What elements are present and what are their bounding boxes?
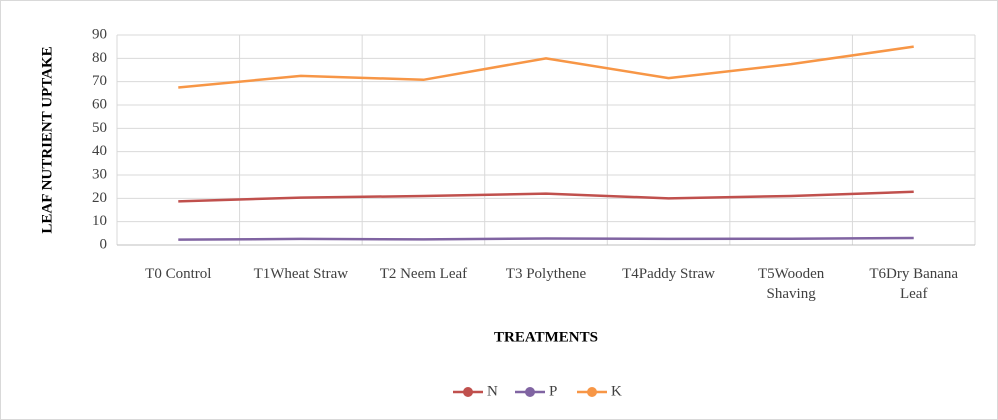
x-tick-line: T1Wheat Straw xyxy=(254,266,349,282)
x-tick-line: T2 Neem Leaf xyxy=(380,266,467,282)
x-axis-title: TREATMENTS xyxy=(494,329,598,345)
y-tick-label: 20 xyxy=(92,190,107,206)
x-tick-line: T3 Polythene xyxy=(506,266,587,282)
x-tick-line: Leaf xyxy=(900,286,927,302)
y-tick-label: 10 xyxy=(92,213,107,229)
x-tick-label: T0 Control xyxy=(145,266,211,282)
x-tick-line: Shaving xyxy=(767,286,817,302)
y-tick-label: 70 xyxy=(92,73,107,89)
y-tick-label: 80 xyxy=(92,50,107,66)
x-tick-line: T6Dry Banana xyxy=(869,266,958,282)
x-tick-label: T6Dry Banana Leaf xyxy=(869,266,958,302)
series-line xyxy=(178,45,914,89)
series-line xyxy=(178,236,914,241)
x-tick-line: T0 Control xyxy=(145,266,211,282)
y-tick-label: 30 xyxy=(92,166,107,182)
legend-marker xyxy=(463,387,473,397)
legend-marker xyxy=(587,387,597,397)
x-tick-label: T4Paddy Straw xyxy=(622,266,715,282)
x-tick-line: T5Wooden xyxy=(758,266,825,282)
legend-label: K xyxy=(611,383,622,399)
legend-label: P xyxy=(549,383,557,399)
x-tick-label: T3 Polythene xyxy=(506,266,587,282)
y-axis-title: LEAF NUTRIENT UPTAKE xyxy=(39,46,55,233)
legend-label: N xyxy=(487,383,498,399)
x-tick-label: T5Wooden Shaving xyxy=(758,266,825,302)
x-tick-label: T2 Neem Leaf xyxy=(380,266,467,282)
x-tick-label: T1Wheat Straw xyxy=(254,266,349,282)
series-line xyxy=(178,190,914,203)
y-tick-label: 50 xyxy=(92,120,107,136)
x-tick-line: T4Paddy Straw xyxy=(622,266,715,282)
y-tick-label: 90 xyxy=(92,26,107,42)
y-tick-label: 40 xyxy=(92,143,107,159)
y-tick-label: 0 xyxy=(100,236,108,252)
legend-marker xyxy=(525,387,535,397)
y-tick-label: 60 xyxy=(92,96,107,112)
